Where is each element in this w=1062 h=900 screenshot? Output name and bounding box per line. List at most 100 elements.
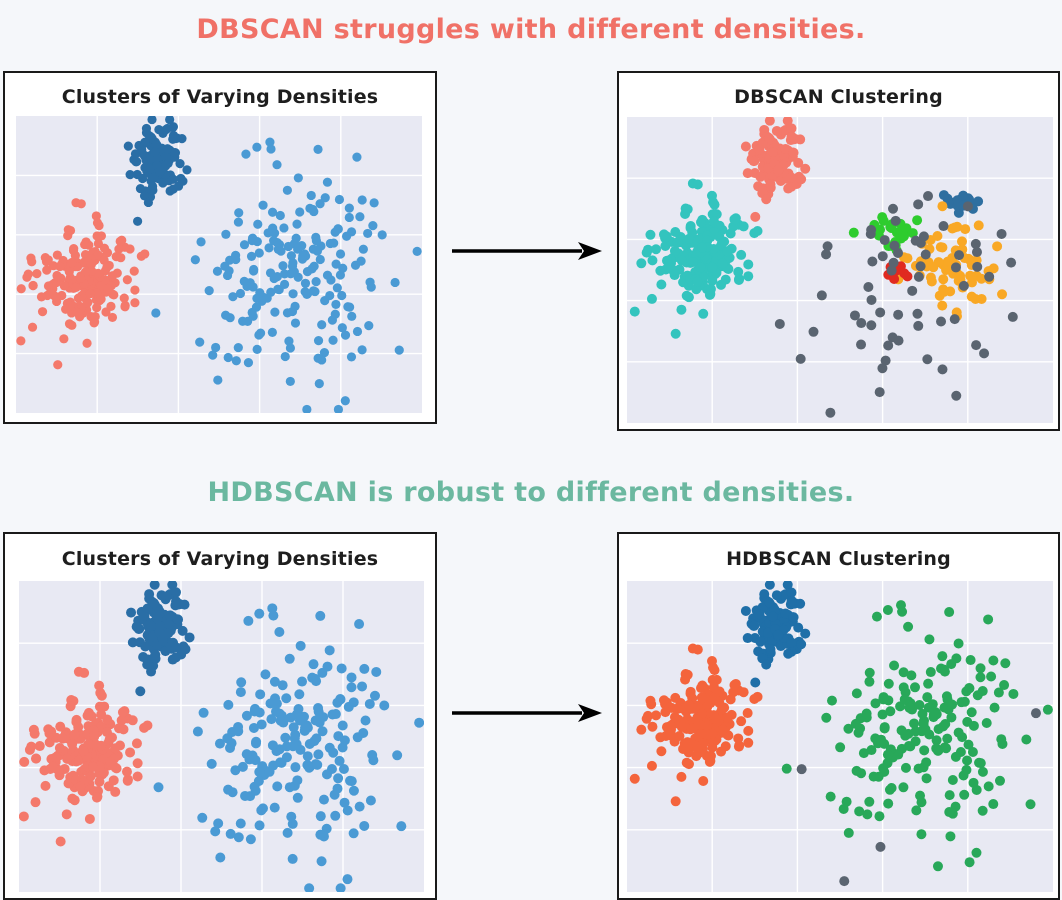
scatter-svg (627, 117, 1053, 423)
data-point (910, 682, 920, 693)
data-point (262, 293, 272, 303)
data-point (143, 197, 153, 208)
data-point (347, 311, 357, 321)
data-point (800, 163, 811, 174)
data-point (396, 821, 407, 832)
data-point (877, 251, 888, 262)
data-point (874, 387, 885, 398)
data-point (162, 144, 173, 154)
data-point (896, 725, 907, 736)
data-point (220, 261, 230, 271)
data-point (337, 323, 347, 333)
data-point (108, 775, 119, 786)
data-point (198, 707, 209, 718)
data-point (222, 270, 233, 281)
data-point (750, 677, 761, 688)
data-point (367, 750, 378, 761)
data-point (942, 256, 953, 267)
data-point (298, 251, 308, 261)
data-point (65, 701, 76, 712)
scatter-plot-source-top (16, 116, 422, 413)
data-point (280, 732, 291, 743)
data-point (333, 404, 344, 413)
data-point (951, 390, 962, 401)
data-point (781, 763, 792, 774)
data-point (322, 177, 333, 187)
arrow-right-icon (452, 704, 602, 722)
data-point (239, 240, 250, 250)
data-point (52, 250, 62, 260)
data-point (329, 238, 339, 248)
data-point (252, 293, 262, 303)
data-point (235, 687, 246, 698)
data-point (786, 123, 797, 134)
data-point (743, 271, 754, 282)
data-point (651, 710, 662, 721)
data-point (52, 270, 62, 281)
series-dense-small-cluster (123, 116, 192, 226)
data-point (248, 722, 259, 733)
data-point (343, 302, 353, 312)
data-point (104, 734, 115, 745)
series-cluster-green (781, 600, 1053, 872)
data-point (290, 762, 301, 773)
data-point (708, 216, 719, 227)
data-point (882, 749, 893, 760)
data-point (863, 282, 874, 293)
data-point (629, 306, 640, 317)
data-point (369, 198, 379, 208)
data-point (722, 246, 733, 257)
data-point (273, 244, 283, 254)
series-cluster-orange (629, 643, 763, 807)
data-point (796, 174, 807, 185)
data-point (269, 676, 280, 687)
data-point (883, 798, 894, 809)
data-point (94, 701, 105, 712)
data-point (1008, 688, 1019, 699)
data-point (669, 245, 680, 256)
data-point (214, 738, 225, 749)
data-point (86, 259, 97, 269)
data-point (365, 795, 376, 806)
data-point (959, 789, 970, 800)
data-point (988, 799, 999, 810)
data-point (947, 774, 958, 785)
data-point (1021, 734, 1032, 745)
data-point (125, 244, 135, 254)
data-point (767, 147, 778, 158)
data-point (996, 734, 1007, 745)
data-point (282, 827, 293, 838)
data-point (986, 671, 997, 682)
data-point (877, 363, 888, 374)
data-point (260, 669, 271, 680)
data-point (964, 683, 975, 694)
data-point (950, 751, 961, 762)
data-point (696, 217, 707, 228)
data-point (937, 201, 948, 212)
data-point (898, 667, 909, 678)
data-point (895, 600, 906, 611)
data-point (69, 729, 80, 740)
data-point (883, 340, 894, 351)
data-point (254, 766, 265, 777)
data-point (950, 262, 961, 273)
data-point (324, 742, 335, 753)
data-point (899, 694, 910, 705)
data-point (249, 781, 260, 792)
data-point (290, 318, 301, 328)
data-point (165, 186, 175, 196)
data-point (979, 348, 990, 359)
data-point (246, 251, 257, 261)
data-point (875, 841, 886, 852)
data-point (61, 809, 72, 820)
data-point (856, 339, 867, 350)
data-point (641, 713, 652, 724)
data-point (752, 225, 763, 236)
data-point (177, 133, 187, 144)
data-point (676, 255, 687, 266)
data-point (335, 270, 346, 280)
data-point (658, 695, 669, 706)
data-point (149, 581, 160, 590)
data-point (916, 829, 927, 840)
data-point (961, 764, 972, 775)
